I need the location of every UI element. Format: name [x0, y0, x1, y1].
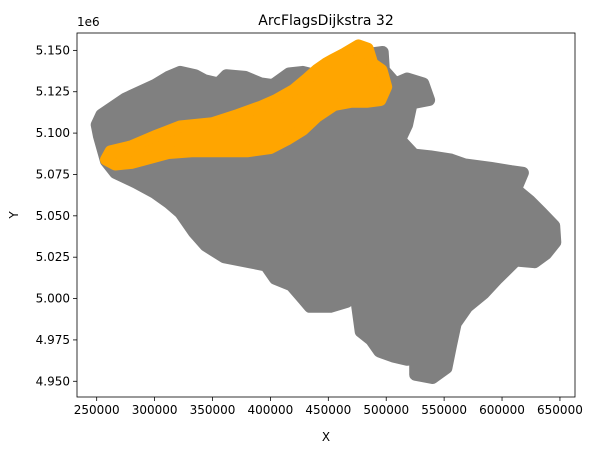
x-tick-label: 300000	[132, 403, 178, 417]
x-tick-label: 600000	[479, 403, 525, 417]
x-tick-label: 450000	[305, 403, 351, 417]
plot-frame	[76, 32, 576, 398]
x-axis: 250000 300000 350000 400000 450000 500000 5500…	[74, 397, 583, 417]
x-tick-label: 250000	[74, 403, 120, 417]
x-tick-label: 650000	[537, 403, 583, 417]
x-axis-label: X	[322, 430, 330, 444]
y-tick-label: 5.075	[36, 167, 70, 181]
y-tick-label: 5.050	[36, 209, 70, 223]
y-tick-label: 4.975	[36, 333, 70, 347]
y-axis: 4.950 4.975 5.000 5.025 5.050 5.075 5.100 5.125…	[36, 43, 77, 388]
x-tick-label: 350000	[190, 403, 236, 417]
y-tick-label: 5.000	[36, 292, 70, 306]
x-tick-label: 400000	[248, 403, 294, 417]
y-tick-label: 5.100	[36, 126, 70, 140]
series-layer	[90, 39, 562, 384]
y-tick-label: 5.025	[36, 250, 70, 264]
x-tick-label: 550000	[421, 403, 467, 417]
y-tick-label: 5.125	[36, 85, 70, 99]
series-1-region	[100, 39, 393, 171]
y-tick-label: 5.150	[36, 43, 70, 57]
x-tick-label: 500000	[363, 403, 409, 417]
y-tick-label: 4.950	[36, 374, 70, 388]
y-axis-offset-text: 1e6	[77, 15, 100, 29]
y-axis-label: Y	[7, 211, 21, 220]
chart-title: ArcFlagsDijkstra 32	[258, 13, 393, 29]
